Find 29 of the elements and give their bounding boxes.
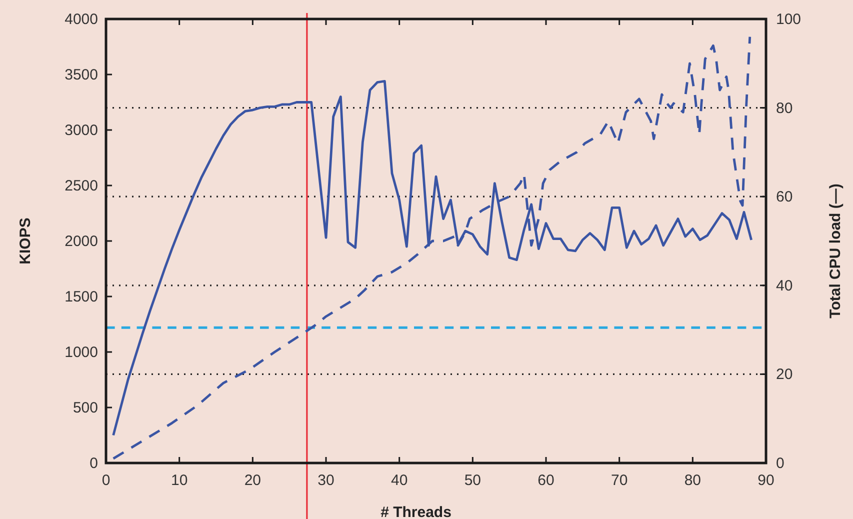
x-tick-label: 10 xyxy=(170,472,188,489)
y2-tick-label: 40 xyxy=(776,277,793,294)
y-tick-label: 2500 xyxy=(64,178,98,194)
y-tick-label: 0 xyxy=(90,455,98,472)
y2-tick-label: 0 xyxy=(776,455,784,472)
y2-tick-label: 20 xyxy=(776,366,793,384)
y-tick-label: 4000 xyxy=(64,11,98,28)
y-tick-label: 1000 xyxy=(64,344,98,361)
y-tick-label: 3500 xyxy=(64,66,98,84)
x-tick-label: 60 xyxy=(538,472,554,489)
y-tick-label: 1500 xyxy=(64,288,98,306)
x-tick-label: 40 xyxy=(390,472,408,489)
y2-tick-label: 100 xyxy=(776,11,802,28)
x-tick-label: 50 xyxy=(464,472,482,489)
y2-tick-label: 60 xyxy=(776,188,793,206)
x-tick-label: 30 xyxy=(318,472,334,489)
x-axis-title: # Threads xyxy=(380,504,452,519)
y-axis-title: KIOPS xyxy=(17,218,34,264)
y-tick-label: 500 xyxy=(72,400,98,416)
y-tick-label: 3000 xyxy=(64,122,98,139)
line-series xyxy=(112,36,752,460)
y2-axis-title: Total CPU load (—) xyxy=(827,184,844,318)
x-tick-label: 0 xyxy=(102,472,110,489)
x-tick-label: 90 xyxy=(758,472,774,489)
y2-tick-label: 80 xyxy=(776,100,793,117)
x-tick-label: 80 xyxy=(684,472,702,489)
y-tick-label: 2000 xyxy=(64,233,98,250)
x-tick-label: 70 xyxy=(610,472,628,489)
x-tick-label: 20 xyxy=(244,472,262,489)
